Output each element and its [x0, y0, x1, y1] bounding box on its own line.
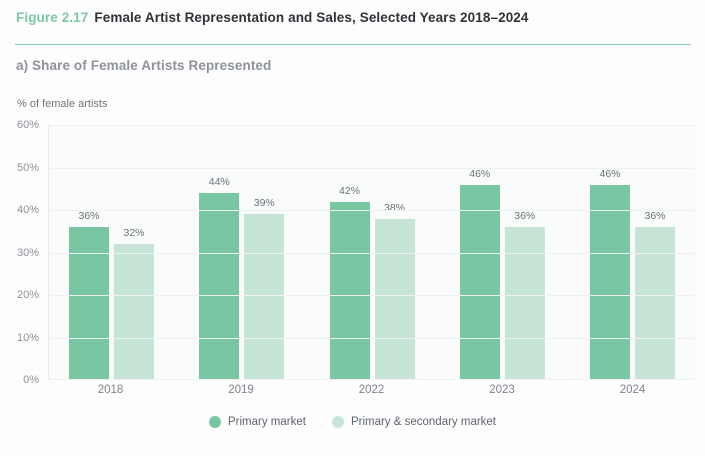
figure-number: Figure 2.17 — [16, 10, 89, 25]
primary-secondary-market-bar: 39% — [244, 197, 285, 380]
legend-item: Primary & secondary market — [331, 416, 497, 428]
bar-value-label: 39% — [253, 197, 275, 210]
gridline — [49, 252, 695, 254]
bar-group-2022: 42% 38% — [329, 125, 415, 380]
bar-value-label: 36% — [644, 210, 666, 222]
y-axis-tick-label: 30% — [16, 246, 39, 259]
bar-value-label: 36% — [514, 210, 536, 222]
x-axis-tick-label: 2022 — [358, 384, 385, 396]
bar-groups: 36% 32% 44% 39% 42% 38% 46% 36% 46% 36% — [49, 125, 695, 380]
gridline — [49, 337, 695, 339]
y-axis-tick-label: 50% — [16, 161, 39, 174]
y-axis: 0% 10% 20% 30% 40% 50% 60% — [0, 119, 48, 386]
primary-secondary-market-bar: 38% — [374, 202, 415, 380]
bar-value-label: 46% — [469, 167, 491, 180]
primary-secondary-market-bar: 36% — [504, 210, 545, 380]
legend-label: Primary & secondary market — [350, 416, 497, 428]
bar-group-2019: 44% 39% — [199, 125, 285, 380]
bar-value-label: 36% — [78, 210, 100, 222]
y-axis-tick-label: 20% — [16, 289, 39, 302]
primary-market-bar: 44% — [199, 176, 240, 380]
primary-secondary-market-bar: 36% — [635, 210, 675, 380]
y-axis-tick-label: 40% — [16, 204, 39, 217]
legend-dot-icon — [208, 416, 221, 428]
figure-header: Figure 2.17 Female Artist Representation … — [16, 10, 529, 25]
bar-value-label: 46% — [599, 167, 621, 180]
y-axis-tick-label: 0% — [23, 374, 39, 386]
primary-market-bar: 36% — [69, 210, 109, 380]
primary-market-bar: 46% — [459, 168, 500, 380]
x-axis-tick-label: 2018 — [97, 384, 124, 396]
figure-title: Female Artist Representation and Sales, … — [94, 10, 529, 25]
primary-market-bar: 46% — [590, 168, 630, 380]
legend-item: Primary market — [208, 416, 306, 428]
x-axis-tick-label: 2024 — [619, 384, 646, 396]
plot-area: 36% 32% 44% 39% 42% 38% 46% 36% 46% 36% — [48, 125, 695, 380]
y-axis-tick-label: 60% — [16, 119, 39, 131]
primary-secondary-market-bar: 32% — [114, 227, 154, 380]
bar-chart: 0% 10% 20% 30% 40% 50% 60% 36% 32% 44% 39% 42% 38% 4… — [0, 119, 695, 386]
x-axis-tick-label: 2023 — [489, 384, 515, 396]
y-axis-unit-label: % of female artists — [17, 98, 108, 110]
y-axis-tick-label: 10% — [16, 331, 39, 344]
legend-dot-icon — [331, 416, 344, 428]
gridline — [49, 125, 695, 126]
header-divider — [15, 44, 691, 45]
primary-market-bar: 42% — [329, 185, 370, 380]
gridline — [49, 379, 695, 380]
gridline — [49, 295, 695, 297]
bar-value-label: 42% — [338, 184, 361, 197]
gridline — [49, 210, 695, 212]
bar-value-label: 32% — [123, 227, 145, 239]
panel-subtitle: a) Share of Female Artists Represented — [16, 58, 272, 73]
chart-legend: Primary market Primary & secondary market — [0, 416, 705, 428]
x-axis-tick-labels: 2018 2019 2022 2023 2024 — [48, 384, 695, 396]
x-axis-tick-label: 2019 — [228, 384, 254, 396]
gridline — [49, 167, 695, 169]
legend-label: Primary market — [227, 416, 306, 428]
bar-value-label: 44% — [208, 176, 230, 188]
bar-value-label: 38% — [383, 201, 406, 214]
